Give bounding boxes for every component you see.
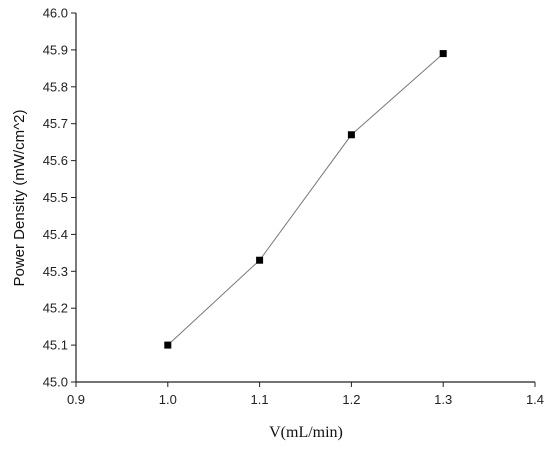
data-point bbox=[347, 131, 355, 139]
y-tick-label: 45.8 bbox=[43, 79, 68, 94]
x-ticks: 0.9 1.0 1.1 1.2 1.3 1.4 bbox=[67, 382, 544, 407]
y-tick-label: 45.3 bbox=[43, 264, 68, 279]
data-point bbox=[164, 341, 172, 349]
y-tick-label: 45.2 bbox=[43, 301, 68, 316]
y-tick-label: 45.1 bbox=[43, 338, 68, 353]
y-tick-label: 45.5 bbox=[43, 190, 68, 205]
y-axis-label: Power Density (mW/cm^2) bbox=[11, 109, 28, 286]
plot-area bbox=[164, 50, 447, 349]
x-tick-label: 1.4 bbox=[526, 392, 544, 407]
x-tick-label: 1.3 bbox=[434, 392, 452, 407]
data-point bbox=[439, 50, 447, 58]
y-tick-label: 46.0 bbox=[43, 6, 68, 21]
y-tick-label: 45.0 bbox=[43, 375, 68, 390]
series-line bbox=[167, 53, 444, 346]
y-ticks: 45.0 45.1 45.2 45.3 45.4 45.5 45.6 45.7 45.8 45.9… bbox=[43, 6, 76, 390]
x-tick-label: 1.0 bbox=[159, 392, 177, 407]
data-point bbox=[256, 256, 264, 264]
y-tick-label: 45.6 bbox=[43, 153, 68, 168]
y-tick-label: 45.9 bbox=[43, 42, 68, 57]
x-axis-label: V(mL/min) bbox=[269, 424, 343, 441]
x-tick-label: 1.2 bbox=[342, 392, 360, 407]
x-tick-label: 1.1 bbox=[251, 392, 269, 407]
y-tick-label: 45.4 bbox=[43, 227, 68, 242]
y-tick-label: 45.7 bbox=[43, 116, 68, 131]
x-tick-label: 0.9 bbox=[67, 392, 85, 407]
